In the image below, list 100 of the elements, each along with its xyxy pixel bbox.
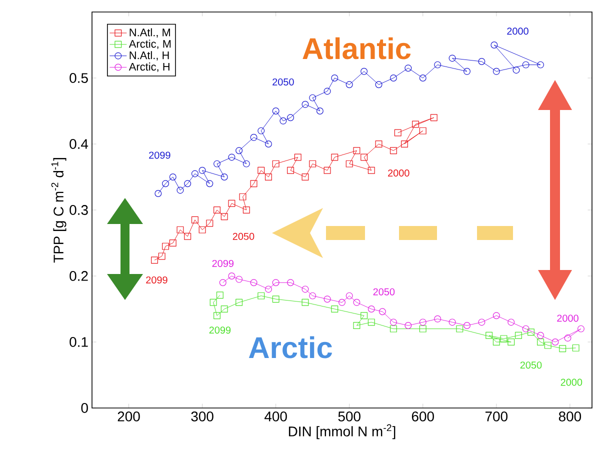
point bbox=[162, 242, 170, 250]
point bbox=[162, 180, 170, 188]
point bbox=[390, 325, 397, 332]
annotation: 2000 bbox=[388, 170, 410, 177]
point bbox=[360, 154, 368, 161]
point bbox=[404, 322, 412, 329]
point bbox=[287, 114, 294, 122]
x-axis-title: DIN [mmol N m$^{-2}$] bbox=[288, 424, 396, 440]
point bbox=[448, 318, 456, 326]
annotation: 2000 bbox=[507, 28, 528, 35]
x-tick-label: 200 bbox=[118, 412, 140, 422]
point bbox=[228, 200, 236, 207]
annotation: Arctic bbox=[248, 336, 332, 358]
point bbox=[353, 322, 360, 329]
point bbox=[184, 232, 192, 240]
annotation: Atlantic bbox=[302, 37, 411, 60]
y-tick-label: 0.1 bbox=[70, 337, 88, 347]
point bbox=[220, 213, 228, 220]
x-tick-label: 500 bbox=[338, 412, 360, 422]
point bbox=[220, 174, 228, 180]
point bbox=[360, 68, 368, 75]
annotation: 2000 bbox=[560, 378, 582, 386]
y-axis-title: TPP [g C m$^{-2}$ d$^{-1}$] bbox=[51, 158, 66, 263]
point bbox=[353, 298, 360, 306]
point bbox=[302, 174, 309, 180]
point bbox=[331, 74, 338, 82]
point bbox=[338, 298, 346, 306]
point bbox=[236, 298, 243, 306]
legend-label: N.Atl., H bbox=[130, 51, 169, 60]
point bbox=[191, 216, 198, 224]
x-tick-label: 600 bbox=[412, 412, 434, 422]
point bbox=[394, 129, 402, 136]
point bbox=[430, 114, 438, 122]
annotation: 2050 bbox=[520, 362, 542, 369]
point bbox=[216, 292, 224, 299]
point bbox=[508, 318, 515, 326]
point bbox=[272, 108, 280, 114]
point bbox=[368, 318, 375, 326]
annotation: 2000 bbox=[557, 314, 578, 322]
point bbox=[198, 166, 206, 174]
point bbox=[264, 286, 272, 293]
point bbox=[404, 64, 412, 72]
point bbox=[324, 296, 331, 303]
point bbox=[401, 140, 408, 148]
annotation: 2050 bbox=[373, 288, 395, 296]
point bbox=[324, 88, 331, 95]
point bbox=[456, 325, 464, 332]
point bbox=[512, 66, 520, 74]
point bbox=[552, 338, 559, 346]
point bbox=[169, 174, 176, 180]
point bbox=[228, 272, 236, 280]
point bbox=[302, 100, 309, 108]
point bbox=[537, 61, 544, 68]
point bbox=[176, 186, 184, 194]
point bbox=[302, 298, 309, 306]
point bbox=[375, 140, 382, 148]
point bbox=[258, 166, 265, 174]
point bbox=[191, 170, 198, 178]
y-tick-label: 0 bbox=[81, 403, 88, 413]
point bbox=[264, 174, 272, 180]
point bbox=[537, 332, 544, 339]
x-tick-label: 300 bbox=[191, 412, 214, 422]
point bbox=[184, 180, 192, 188]
point bbox=[577, 325, 584, 332]
y-tick-label: 0.4 bbox=[70, 139, 88, 149]
point bbox=[210, 298, 217, 306]
point bbox=[522, 61, 530, 68]
point bbox=[434, 315, 442, 322]
annotation: 2099 bbox=[149, 152, 170, 159]
point bbox=[514, 332, 522, 339]
x-tick-label: 400 bbox=[264, 412, 287, 422]
point bbox=[154, 190, 162, 197]
point bbox=[287, 279, 294, 286]
point bbox=[346, 160, 353, 168]
annotation: 2099 bbox=[212, 260, 234, 267]
point bbox=[250, 279, 258, 286]
point bbox=[242, 160, 250, 168]
point bbox=[564, 334, 572, 342]
point bbox=[272, 160, 280, 168]
point bbox=[258, 292, 265, 300]
point bbox=[368, 166, 375, 174]
point bbox=[508, 338, 515, 346]
point bbox=[434, 61, 442, 68]
point bbox=[258, 127, 265, 134]
annotation: 2099 bbox=[209, 326, 231, 334]
legend-label: N.Atl., M bbox=[130, 28, 170, 38]
point bbox=[353, 147, 360, 154]
point bbox=[236, 147, 243, 154]
x-tick-label: 800 bbox=[558, 412, 582, 422]
point bbox=[176, 226, 184, 234]
point bbox=[272, 296, 280, 303]
point bbox=[490, 42, 498, 48]
point bbox=[346, 81, 353, 88]
point bbox=[302, 286, 309, 293]
point bbox=[572, 344, 580, 352]
point bbox=[419, 74, 426, 82]
point bbox=[522, 325, 530, 332]
point bbox=[360, 312, 368, 320]
point bbox=[214, 160, 220, 168]
point bbox=[419, 318, 426, 326]
